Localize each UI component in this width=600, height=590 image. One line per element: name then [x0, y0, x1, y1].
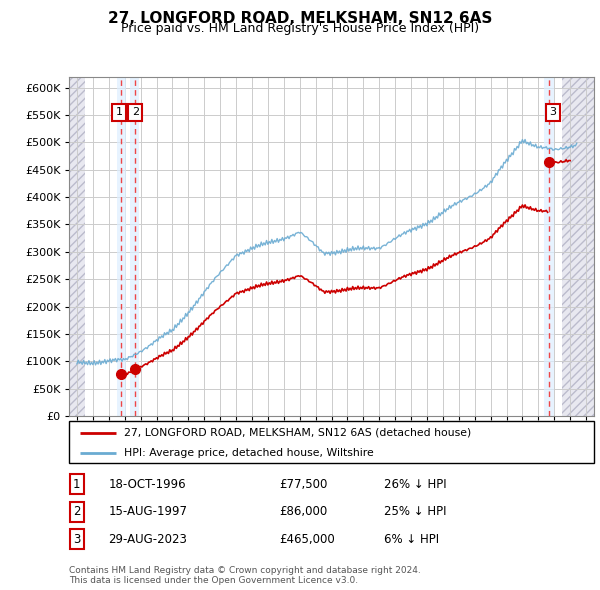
Text: 3: 3	[73, 533, 80, 546]
Text: 27, LONGFORD ROAD, MELKSHAM, SN12 6AS: 27, LONGFORD ROAD, MELKSHAM, SN12 6AS	[108, 11, 492, 25]
Text: Price paid vs. HM Land Registry's House Price Index (HPI): Price paid vs. HM Land Registry's House …	[121, 22, 479, 35]
Text: 26% ↓ HPI: 26% ↓ HPI	[384, 478, 446, 491]
Text: £86,000: £86,000	[279, 505, 327, 519]
Text: HPI: Average price, detached house, Wiltshire: HPI: Average price, detached house, Wilt…	[124, 448, 374, 457]
Text: 15-AUG-1997: 15-AUG-1997	[109, 505, 187, 519]
Bar	[544, 77, 554, 416]
Text: 3: 3	[549, 107, 556, 117]
Text: 2: 2	[132, 107, 139, 117]
Bar	[562, 77, 594, 416]
Text: 1: 1	[115, 107, 122, 117]
Text: Contains HM Land Registry data © Crown copyright and database right 2024.
This d: Contains HM Land Registry data © Crown c…	[69, 566, 421, 585]
Text: 2: 2	[73, 505, 80, 519]
Bar	[116, 77, 126, 416]
Text: £465,000: £465,000	[279, 533, 335, 546]
FancyBboxPatch shape	[69, 421, 594, 463]
Bar	[130, 77, 139, 416]
Text: 1: 1	[73, 478, 80, 491]
Text: 18-OCT-1996: 18-OCT-1996	[109, 478, 186, 491]
Text: 25% ↓ HPI: 25% ↓ HPI	[384, 505, 446, 519]
Text: 6% ↓ HPI: 6% ↓ HPI	[384, 533, 439, 546]
Text: 29-AUG-2023: 29-AUG-2023	[109, 533, 187, 546]
Bar	[69, 77, 85, 416]
Text: £77,500: £77,500	[279, 478, 328, 491]
Text: 27, LONGFORD ROAD, MELKSHAM, SN12 6AS (detached house): 27, LONGFORD ROAD, MELKSHAM, SN12 6AS (d…	[124, 428, 472, 438]
